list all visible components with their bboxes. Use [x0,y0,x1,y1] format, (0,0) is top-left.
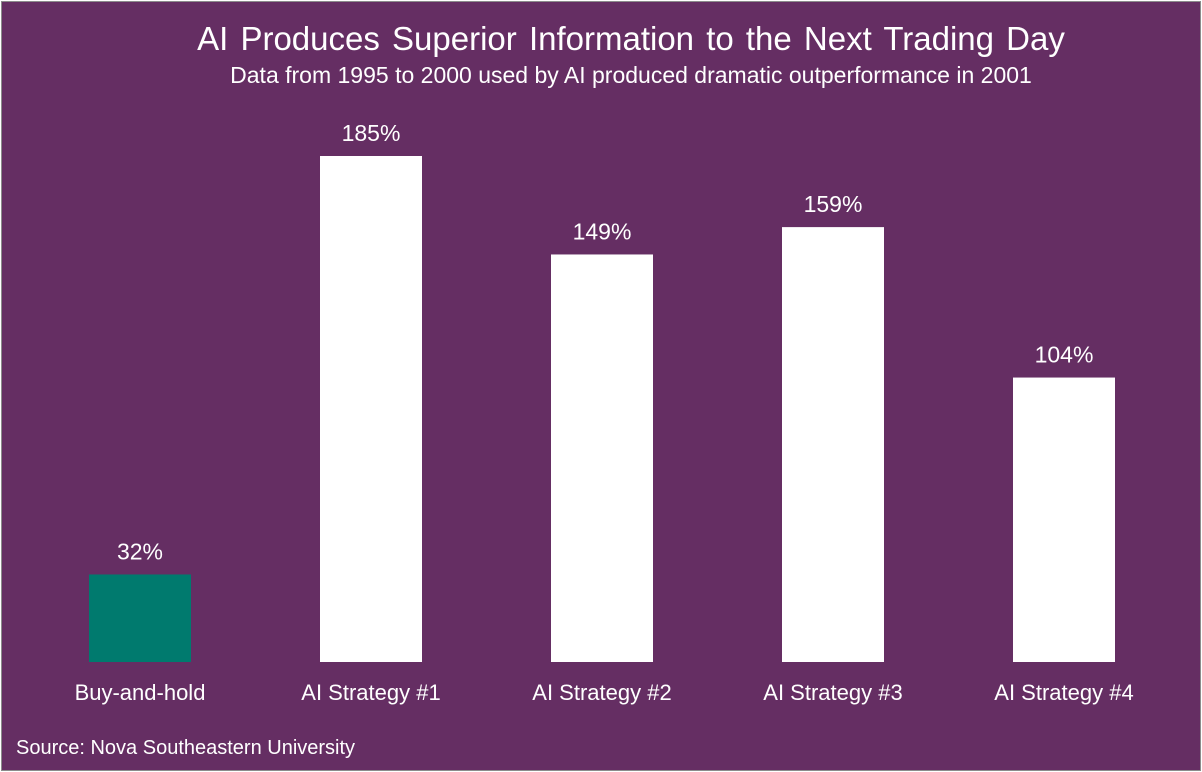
source-note: Source: Nova Southeastern University [16,737,356,759]
data-label-2: 185% [342,120,401,146]
data-label-5: 104% [1035,342,1094,368]
category-label-2: AI Strategy #1 [301,680,440,705]
category-label-3: AI Strategy #2 [532,680,671,705]
bar-3 [551,254,653,663]
data-label-4: 159% [804,191,863,217]
bar-4 [782,227,884,662]
bar-2 [320,156,422,662]
chart-title: AI Produces Superior Information to the … [197,20,1065,57]
bar-5 [1013,377,1115,662]
category-label-4: AI Strategy #3 [763,680,902,705]
category-label-5: AI Strategy #4 [994,680,1133,705]
data-label-3: 149% [573,218,632,244]
data-label-1: 32% [117,538,163,564]
category-label-1: Buy-and-hold [75,680,206,705]
bar-1 [89,574,191,662]
chart-subtitle: Data from 1995 to 2000 used by AI produc… [230,62,1032,88]
